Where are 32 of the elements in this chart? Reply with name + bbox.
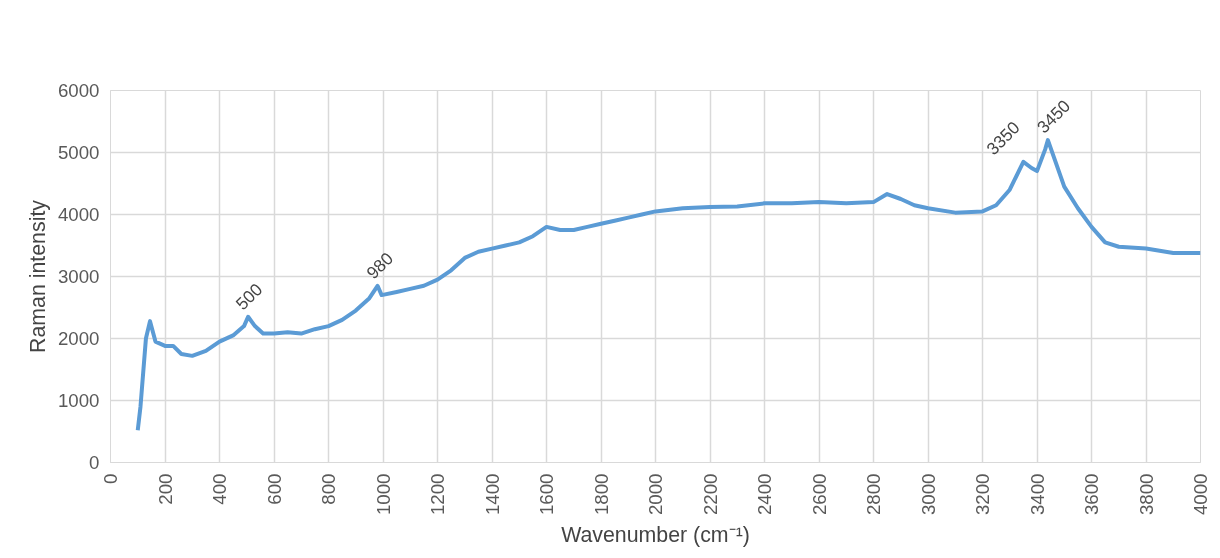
y-tick-label: 3000 (58, 266, 100, 287)
x-tick-label: 1400 (481, 473, 503, 515)
x-tick-label: 600 (263, 473, 285, 505)
x-tick-label: 800 (318, 473, 339, 505)
y-tick-label: 1000 (58, 390, 100, 411)
x-tick-label: 2400 (754, 473, 775, 515)
x-tick-label: 3400 (1026, 473, 1048, 515)
x-tick-label: 1200 (427, 473, 448, 515)
y-tick-label: 6000 (58, 80, 100, 101)
x-tick-label: 3800 (1135, 473, 1157, 515)
y-tick-label: 2000 (58, 328, 100, 349)
x-tick-label: 1800 (590, 473, 612, 515)
y-tick-label: 4000 (58, 204, 100, 225)
x-tick-label: 3200 (972, 473, 993, 515)
x-tick-label: 1000 (372, 473, 394, 515)
y-axis-title: Raman intensity (26, 199, 50, 353)
x-tick-label: 2600 (808, 473, 830, 515)
x-tick-label: 400 (209, 473, 230, 505)
x-tick-label: 4000 (1190, 473, 1211, 515)
y-tick-label: 5000 (58, 142, 100, 163)
x-tick-label: 2200 (699, 473, 721, 515)
annotation: 980 (362, 248, 398, 283)
x-tick-label: 2800 (863, 473, 884, 515)
annotation: 500 (231, 279, 267, 314)
x-tick-label: 200 (154, 473, 176, 505)
x-tick-label: 3000 (917, 473, 939, 515)
x-tick-label: 0 (100, 473, 121, 484)
x-tick-label: 2000 (645, 473, 666, 515)
y-tick-label: 0 (89, 452, 100, 473)
x-tick-label: 1600 (536, 473, 557, 515)
x-tick-label: 3600 (1081, 473, 1102, 515)
x-axis-title: Wavenumber (cm⁻¹) (561, 523, 750, 547)
